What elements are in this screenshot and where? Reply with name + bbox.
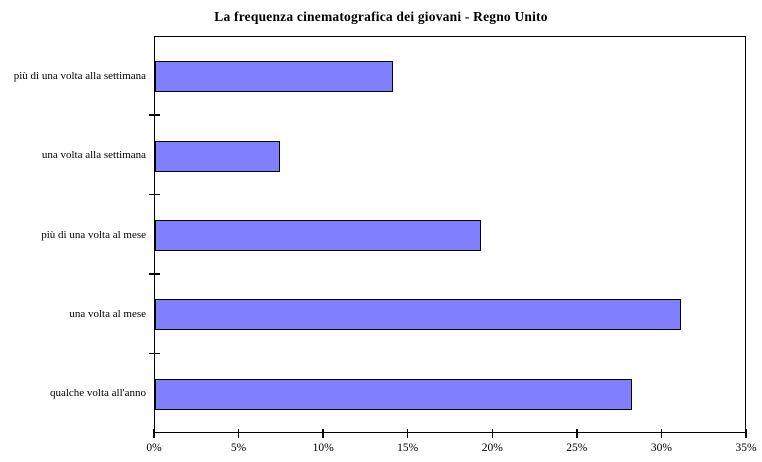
chart-title: La frequenza cinematografica dei giovani… [214, 9, 548, 24]
x-axis-tick [576, 429, 578, 438]
x-axis-tick [322, 429, 324, 438]
y-axis-tick [148, 114, 160, 116]
x-axis-tick-label: 15% [397, 442, 419, 454]
category-label: qualche volta all'anno [49, 387, 146, 400]
bar [155, 220, 482, 251]
category-label: più di una volta al mese [41, 228, 146, 241]
category-label: più di una volta alla settimana [13, 69, 146, 82]
x-axis-tick [406, 429, 409, 438]
x-axis-tick-label: 20% [481, 442, 503, 454]
x-axis-tick [491, 429, 494, 438]
bar [155, 378, 632, 410]
x-axis-tick [745, 429, 747, 438]
y-axis-tick [148, 273, 160, 275]
x-axis-tick-label: 10% [312, 442, 334, 454]
x-axis-tick [237, 429, 240, 438]
x-axis-tick-label: 30% [650, 442, 672, 454]
x-axis-tick-label: 25% [566, 442, 588, 454]
y-axis-tick [148, 193, 160, 196]
category-label: una volta al mese [69, 307, 146, 320]
x-axis-tick [660, 429, 663, 438]
y-axis-tick [148, 352, 160, 355]
x-axis-tick [153, 429, 155, 438]
x-axis-tick-label: 5% [230, 442, 247, 454]
x-axis-tick-label: 0% [146, 442, 162, 454]
plot-area [154, 36, 746, 433]
bar [155, 299, 682, 331]
category-label: una volta alla settimana [41, 149, 146, 162]
x-axis-tick-label: 35% [735, 442, 757, 454]
bar [155, 61, 394, 93]
bar [155, 140, 281, 172]
